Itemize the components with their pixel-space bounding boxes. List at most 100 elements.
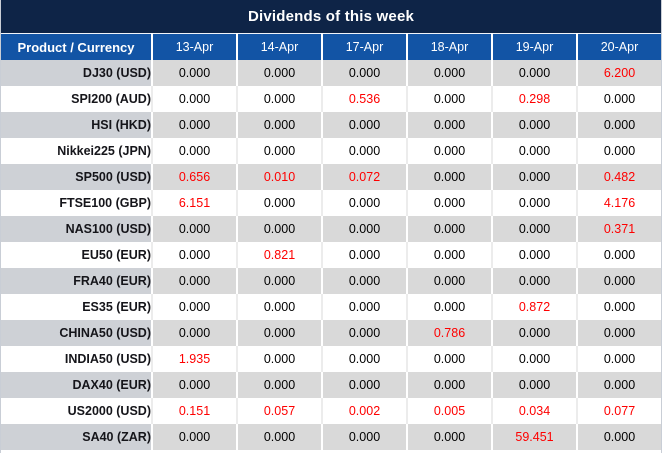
dividend-value: 0.000 [406,216,492,242]
dividend-value: 0.000 [576,268,661,294]
dividend-value: 0.000 [491,60,577,86]
dividend-value: 0.000 [576,346,661,372]
dividend-value: 0.786 [406,320,492,346]
dividend-value: 0.000 [576,320,661,346]
dividend-value: 0.000 [406,164,492,190]
dividend-value: 0.872 [491,294,577,320]
dividend-value: 0.000 [151,112,237,138]
dividend-value: 0.298 [491,86,577,112]
dividend-value: 0.000 [576,294,661,320]
dividend-value: 0.000 [321,372,407,398]
product-label: FRA40 (EUR) [1,268,152,294]
dividend-value: 0.000 [321,60,407,86]
product-label: DJ30 (USD) [1,60,152,86]
dividend-value: 0.000 [406,424,492,450]
dividend-value: 0.000 [151,424,237,450]
dividend-value: 0.000 [236,86,322,112]
dividend-value: 0.000 [576,424,661,450]
dividends-table-header: Product / Currency 13-Apr 14-Apr 17-Apr … [1,33,661,60]
dividend-value: 0.000 [321,268,407,294]
product-label: CHINA50 (USD) [1,320,152,346]
dividend-value: 0.000 [151,60,237,86]
dividend-value: 0.000 [321,216,407,242]
table-row: SP500 (USD) 0.656 0.010 0.072 0.000 0.000 0.48… [1,164,661,190]
dividend-value: 0.000 [576,242,661,268]
dividend-value: 0.000 [406,60,492,86]
product-label: SPI200 (AUD) [1,86,152,112]
table-row: US2000 (USD) 0.151 0.057 0.002 0.005 0.034 0.0… [1,398,661,424]
table-row: EU50 (EUR) 0.000 0.821 0.000 0.000 0.000 0.000 [1,242,661,268]
table-row: CHINA50 (USD) 0.000 0.000 0.000 0.786 0.000 0.… [1,320,661,346]
dividend-value: 0.482 [576,164,661,190]
dividend-value: 0.000 [406,112,492,138]
product-label: Nikkei225 (JPN) [1,138,152,164]
dividend-value: 0.821 [236,242,322,268]
dividend-value: 0.072 [321,164,407,190]
dividend-value: 0.077 [576,398,661,424]
dividend-value: 0.000 [151,320,237,346]
dividend-value: 0.000 [491,190,577,216]
dividend-value: 0.000 [236,112,322,138]
table-row: ES35 (EUR) 0.000 0.000 0.000 0.000 0.872 0.000 [1,294,661,320]
dividend-value: 0.000 [576,138,661,164]
dividend-value: 0.000 [406,190,492,216]
dividend-value: 0.000 [406,268,492,294]
dividend-value: 0.057 [236,398,322,424]
dividend-value: 0.000 [151,86,237,112]
dividend-value: 0.000 [491,242,577,268]
column-header-date-1: 13-Apr [151,33,237,60]
dividend-value: 59.451 [491,424,577,450]
dividend-value: 0.371 [576,216,661,242]
dividend-value: 0.000 [151,294,237,320]
dividend-value: 4.176 [576,190,661,216]
column-header-date-2: 14-Apr [236,33,322,60]
dividends-table: Product / Currency 13-Apr 14-Apr 17-Apr … [1,33,661,450]
dividend-value: 0.000 [491,320,577,346]
dividend-value: 0.000 [321,294,407,320]
product-label: ES35 (EUR) [1,294,152,320]
dividend-value: 6.200 [576,60,661,86]
dividend-value: 0.000 [321,320,407,346]
dividend-value: 0.000 [576,86,661,112]
dividend-value: 0.000 [491,268,577,294]
dividend-value: 0.000 [236,190,322,216]
dividend-value: 0.000 [406,294,492,320]
table-row: FTSE100 (GBP) 6.151 0.000 0.000 0.000 0.000 4.… [1,190,661,216]
table-row: INDIA50 (USD) 1.935 0.000 0.000 0.000 0.000 0.… [1,346,661,372]
product-label: DAX40 (EUR) [1,372,152,398]
product-label: EU50 (EUR) [1,242,152,268]
dividend-value: 0.000 [491,138,577,164]
dividend-value: 0.000 [491,112,577,138]
dividend-value: 0.000 [236,216,322,242]
dividend-value: 0.000 [321,190,407,216]
dividend-value: 0.000 [321,346,407,372]
dividend-value: 6.151 [151,190,237,216]
dividend-value: 0.000 [491,346,577,372]
product-label: HSI (HKD) [1,112,152,138]
header-row: Product / Currency 13-Apr 14-Apr 17-Apr … [1,33,661,60]
dividend-value: 0.000 [236,294,322,320]
dividend-value: 0.002 [321,398,407,424]
dividend-value: 0.000 [406,138,492,164]
dividend-value: 0.034 [491,398,577,424]
dividends-table-body: DJ30 (USD) 0.000 0.000 0.000 0.000 0.000 6.200… [1,60,661,450]
column-header-date-6: 20-Apr [576,33,661,60]
widget-title-text: Dividends of this week [247,8,415,25]
table-row: FRA40 (EUR) 0.000 0.000 0.000 0.000 0.000 0.00… [1,268,661,294]
table-row: SPI200 (AUD) 0.000 0.000 0.536 0.000 0.298 0.0… [1,86,661,112]
dividend-value: 0.005 [406,398,492,424]
widget-title: Dividends of this week [1,0,661,33]
dividend-value: 0.656 [151,164,237,190]
dividend-value: 0.000 [491,372,577,398]
dividend-value: 0.000 [151,216,237,242]
dividend-value: 0.000 [321,112,407,138]
product-label: SA40 (ZAR) [1,424,152,450]
table-row: NAS100 (USD) 0.000 0.000 0.000 0.000 0.000 0.3… [1,216,661,242]
dividend-value: 0.000 [151,242,237,268]
dividend-value: 0.000 [406,242,492,268]
table-row: DAX40 (EUR) 0.000 0.000 0.000 0.000 0.000 0.00… [1,372,661,398]
dividend-value: 0.000 [236,320,322,346]
dividend-value: 0.000 [491,164,577,190]
column-header-date-4: 18-Apr [406,33,492,60]
dividend-value: 0.000 [576,112,661,138]
